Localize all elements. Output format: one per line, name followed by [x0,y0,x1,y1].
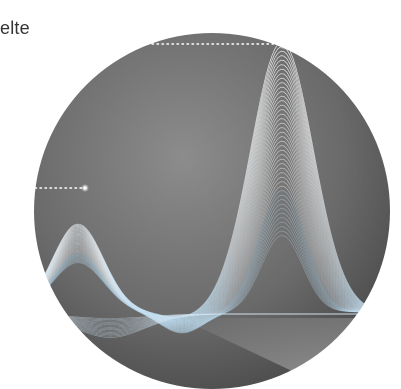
wave-line [34,64,390,320]
wave-line [34,50,390,319]
wave-line [34,127,390,325]
wave-line [34,194,390,331]
wave-line [34,190,390,330]
wave-line [34,113,390,324]
wave-line [34,86,390,322]
wave-line [34,230,390,334]
wave-line [34,140,390,326]
wave-reflection-line [34,313,390,319]
glow-dot-icon [81,184,89,192]
wave-line [34,55,390,319]
wave-line [34,122,390,325]
wave-line [34,235,390,334]
wave-line [34,203,390,331]
wave-line [34,118,390,325]
wave-line [34,104,390,323]
wave-line [34,208,390,332]
wave-line [34,221,390,333]
wave-line [34,41,390,318]
wave-line [34,100,390,323]
wave-line [34,68,390,320]
caption-text: elte [0,18,30,38]
wave-line [34,109,390,324]
wave-line [34,212,390,332]
wave-line [34,73,390,321]
wave-line [34,77,390,321]
wave-line [34,59,390,319]
glow-dot-icon [278,38,290,50]
wave-line [34,95,390,323]
wave-line [34,46,390,318]
wave-line [34,82,390,321]
wave-line [34,199,390,331]
wave-line [34,217,390,332]
wave-line [34,91,390,322]
wave-line [34,226,390,333]
